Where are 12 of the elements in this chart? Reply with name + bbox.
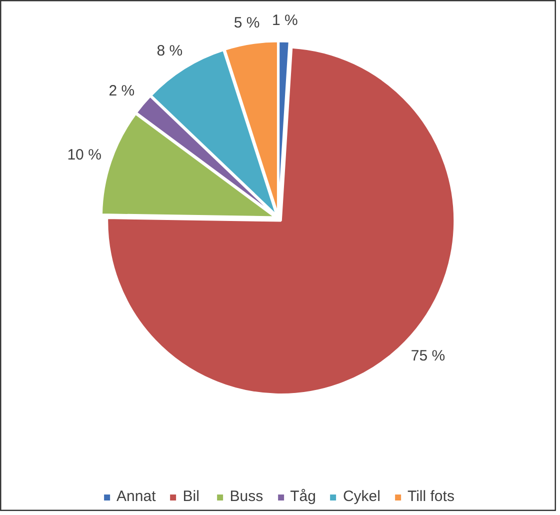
legend-label: Annat	[116, 488, 156, 505]
data-label: 2 %	[108, 82, 135, 100]
legend-label: Cykel	[342, 488, 380, 505]
legend-label: Bil	[182, 488, 200, 505]
data-label: 75 %	[410, 348, 446, 365]
legend-label: Tåg	[290, 488, 316, 505]
data-label: 5 %	[234, 14, 260, 32]
data-label: 8 %	[156, 42, 183, 60]
legend-label: Till fots	[407, 488, 454, 505]
legend-label: Buss	[230, 488, 264, 505]
data-label: 1 %	[272, 12, 298, 30]
data-label: 10 %	[67, 146, 102, 164]
